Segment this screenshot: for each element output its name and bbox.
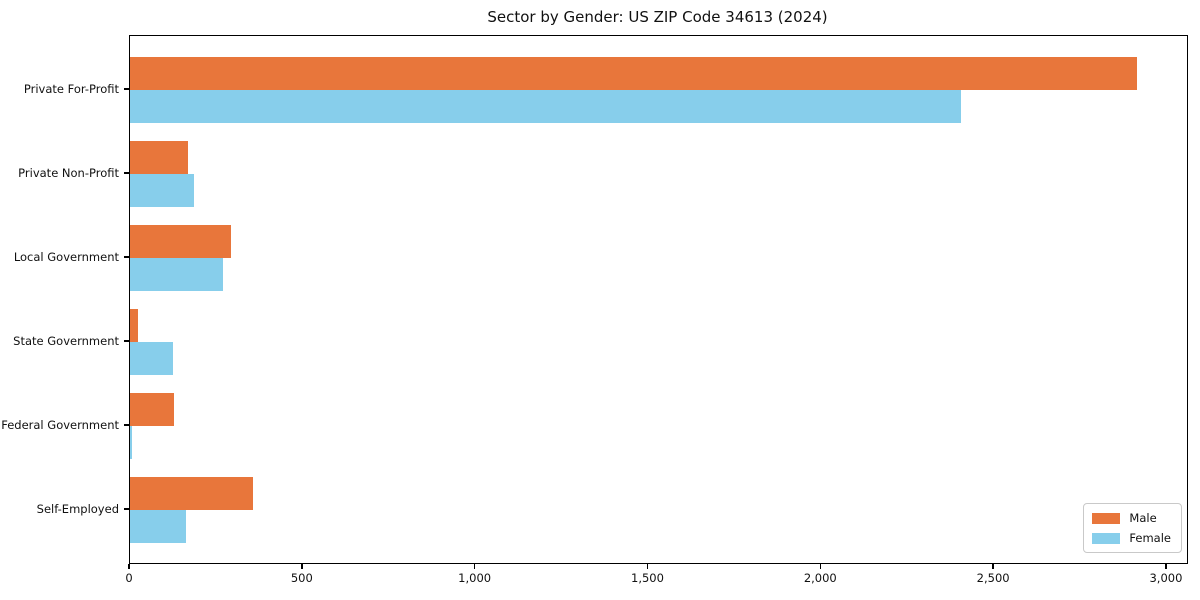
- plot-area: Male Female: [129, 35, 1188, 564]
- y-tick-label-private-for-profit: Private For-Profit: [23, 82, 119, 96]
- x-tick-mark: [1165, 564, 1167, 569]
- bar-female-federal-government: [130, 426, 132, 459]
- legend-item-male: Male: [1092, 511, 1171, 525]
- x-tick-mark: [646, 564, 649, 569]
- x-tick-label-1-500: 1,500: [631, 571, 664, 585]
- x-tick-label-2-500: 2,500: [976, 571, 1010, 585]
- legend-swatch-female: [1092, 532, 1121, 544]
- chart-title: Sector by Gender: US ZIP Code 34613 (202…: [487, 8, 828, 26]
- x-tick-label-3-000: 3,000: [1149, 571, 1183, 585]
- y-tick-mark: [124, 508, 129, 510]
- x-tick-mark: [128, 564, 130, 569]
- y-tick-mark: [124, 172, 129, 174]
- legend-swatch-male: [1092, 512, 1121, 524]
- bar-male-self-employed: [130, 477, 254, 510]
- y-tick-mark: [124, 256, 129, 258]
- bar-female-state-government: [130, 342, 173, 375]
- x-tick-mark: [301, 564, 303, 569]
- bar-male-private-for-profit: [130, 57, 1137, 90]
- y-tick-label-private-non-profit: Private Non-Profit: [18, 166, 119, 180]
- y-tick-label-self-employed: Self-Employed: [36, 502, 119, 516]
- legend: Male Female: [1083, 503, 1182, 553]
- y-tick-mark: [124, 340, 129, 342]
- bar-male-local-government: [130, 225, 231, 258]
- bar-female-private-for-profit: [130, 90, 961, 123]
- legend-label-male: Male: [1129, 511, 1157, 525]
- bar-female-private-non-profit: [130, 174, 195, 207]
- bar-female-local-government: [130, 258, 224, 291]
- y-tick-mark: [124, 424, 129, 426]
- legend-label-female: Female: [1129, 531, 1171, 545]
- x-tick-mark: [992, 564, 994, 569]
- bar-male-private-non-profit: [130, 141, 189, 174]
- y-tick-label-local-government: Local Government: [13, 250, 119, 264]
- x-tick-mark: [819, 564, 822, 569]
- x-tick-label-1-000: 1,000: [458, 571, 492, 585]
- y-tick-label-federal-government: Federal Government: [1, 418, 119, 432]
- x-tick-label-2-000: 2,000: [803, 571, 837, 585]
- x-tick-label-0: 0: [125, 571, 133, 585]
- y-tick-mark: [124, 88, 129, 90]
- bar-male-state-government: [130, 309, 139, 342]
- bar-female-self-employed: [130, 510, 186, 543]
- y-tick-label-state-government: State Government: [13, 334, 119, 348]
- x-tick-mark: [473, 564, 476, 569]
- bar-male-federal-government: [130, 393, 175, 426]
- x-tick-label-500: 500: [290, 571, 313, 585]
- legend-item-female: Female: [1092, 531, 1171, 545]
